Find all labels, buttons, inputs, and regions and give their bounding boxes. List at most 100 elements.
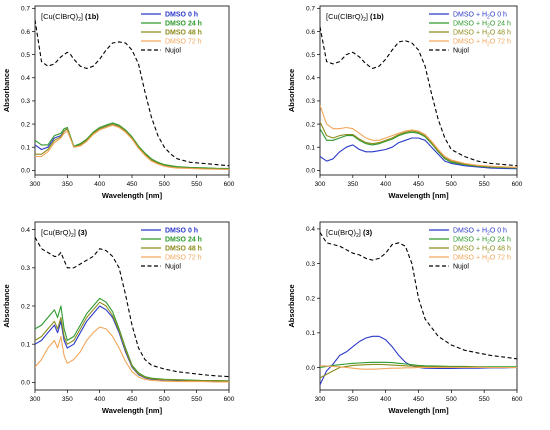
legend-entry-5: Nujol <box>165 48 181 55</box>
x-axis-label: Wavelength [nm] <box>388 191 449 200</box>
x-tick-label: 550 <box>479 396 490 403</box>
legend-entry-2: DMSO 24 h <box>165 237 202 244</box>
chart-panel-1: 300 350 400 450 500 550 600 0.0 0.1 0.2 0.3 0.4 0.5 0… <box>2 5 235 200</box>
x-tick-label: 600 <box>512 396 523 403</box>
y-tick-label: 0.0 <box>21 168 30 175</box>
series-line-2 <box>320 361 517 369</box>
y-tick-label: 0.0 <box>306 365 315 372</box>
series-line-5 <box>35 237 229 378</box>
y-tick-label: 0.5 <box>306 52 315 59</box>
y-tick-label: 0.5 <box>21 52 30 59</box>
legend-entry-3: DMSO 48 h <box>165 30 202 37</box>
plot-frame <box>319 5 518 176</box>
series-line-3 <box>35 123 229 170</box>
series-line-4 <box>320 105 517 168</box>
series-line-4 <box>35 326 229 383</box>
legend-entry-4: DMSO 72 h <box>165 255 202 262</box>
y-tick-label: 0.0 <box>306 168 315 175</box>
y-axis-label: Absorbance <box>287 284 296 327</box>
y-axis-label: Absorbance <box>2 69 11 112</box>
y-axis-label: Absorbance <box>2 284 11 327</box>
legend-entry-3: DMSO + H2O 48 h <box>453 30 511 39</box>
x-tick-label: 350 <box>347 181 358 188</box>
series-line-1 <box>320 335 517 386</box>
y-tick-label: 0.4 <box>306 75 315 82</box>
series-line-4 <box>320 365 517 370</box>
series-line-4 <box>35 124 229 170</box>
y-tick-label: 0.2 <box>306 121 315 128</box>
chart-panel-3: 300 350 400 450 500 550 600 0.0 0.1 0.2 0.3 0.4 Wave… <box>2 221 235 415</box>
x-tick-label: 550 <box>191 396 202 403</box>
series-line-1 <box>320 137 517 170</box>
x-tick-label: 550 <box>479 181 490 188</box>
panel-title: [Cu(ClBrQ)2] (1b) <box>326 12 384 23</box>
x-tick-label: 350 <box>62 396 73 403</box>
x-tick-label: 600 <box>512 181 523 188</box>
y-tick-label: 0.2 <box>306 296 315 303</box>
x-tick-label: 300 <box>30 181 41 188</box>
x-tick-label: 500 <box>159 181 170 188</box>
y-tick-label: 0.4 <box>21 227 30 234</box>
series-line-5 <box>320 26 517 167</box>
y-tick-label: 0.6 <box>21 29 30 36</box>
legend-entry-3: DMSO + H2O 48 h <box>453 246 511 255</box>
x-tick-label: 500 <box>159 396 170 403</box>
legend-entry-2: DMSO + H2O 24 h <box>453 237 511 246</box>
panel-title: [Cu(BrQ)2] (3) <box>326 228 373 239</box>
y-tick-label: 0.3 <box>306 98 315 105</box>
x-tick-label: 550 <box>191 181 202 188</box>
chart-panel-4: 300 350 400 450 500 550 600 0.0 0.1 0.2 0.3 0.4 Wave… <box>287 221 523 415</box>
panel-title: [Cu(BrQ)2] (3) <box>41 228 88 239</box>
legend-entry-2: DMSO + H2O 24 h <box>453 21 511 30</box>
x-tick-label: 350 <box>347 396 358 403</box>
legend-entry-5: Nujol <box>453 48 469 55</box>
y-tick-label: 0.3 <box>306 261 315 268</box>
x-tick-label: 400 <box>380 181 391 188</box>
legend-entry-3: DMSO 48 h <box>165 246 202 253</box>
x-tick-label: 600 <box>224 181 235 188</box>
x-tick-label: 450 <box>413 181 424 188</box>
series-line-3 <box>320 121 517 169</box>
y-tick-label: 0.3 <box>21 265 30 272</box>
y-tick-label: 0.2 <box>21 303 30 310</box>
legend-entry-1: DMSO 0 h <box>165 12 198 19</box>
x-tick-label: 400 <box>94 396 105 403</box>
x-tick-label: 300 <box>315 396 326 403</box>
legend-entry-1: DMSO 0 h <box>165 228 198 235</box>
x-axis-label: Wavelength [nm] <box>102 191 163 200</box>
y-tick-label: 0.0 <box>21 380 30 387</box>
legend-entry-1: DMSO + H2O 0 h <box>453 12 507 21</box>
x-tick-label: 450 <box>127 396 138 403</box>
x-axis-label: Wavelength [nm] <box>102 406 163 415</box>
legend-entry-1: DMSO + H2O 0 h <box>453 228 507 237</box>
x-tick-label: 600 <box>224 396 235 403</box>
plot-frame <box>319 221 518 391</box>
y-tick-label: 0.7 <box>21 6 30 13</box>
legend-entry-2: DMSO 24 h <box>165 21 202 28</box>
x-tick-label: 500 <box>446 396 457 403</box>
y-tick-label: 0.1 <box>21 341 30 348</box>
series-line-2 <box>320 128 517 169</box>
y-tick-label: 0.2 <box>21 121 30 128</box>
panel-title: [Cu(ClBrQ)2] (1b) <box>41 12 99 23</box>
series-line-1 <box>35 305 229 382</box>
x-tick-label: 400 <box>94 181 105 188</box>
x-tick-label: 500 <box>446 181 457 188</box>
legend-entry-4: DMSO + H2O 72 h <box>453 39 511 48</box>
y-tick-label: 0.6 <box>306 29 315 36</box>
legend: DMSO 0 h DMSO 24 h DMSO 48 h DMSO 72 h Nujol <box>141 12 202 55</box>
y-tick-label: 0.4 <box>21 75 30 82</box>
legend-entry-5: Nujol <box>165 264 181 271</box>
y-tick-label: 0.4 <box>306 226 315 233</box>
y-tick-label: 0.1 <box>21 145 30 152</box>
x-tick-label: 450 <box>127 181 138 188</box>
series-line-3 <box>35 301 229 382</box>
x-tick-label: 400 <box>380 396 391 403</box>
y-tick-label: 0.1 <box>306 145 315 152</box>
x-axis-label: Wavelength [nm] <box>388 406 449 415</box>
y-tick-label: 0.3 <box>21 98 30 105</box>
x-tick-label: 350 <box>62 181 73 188</box>
